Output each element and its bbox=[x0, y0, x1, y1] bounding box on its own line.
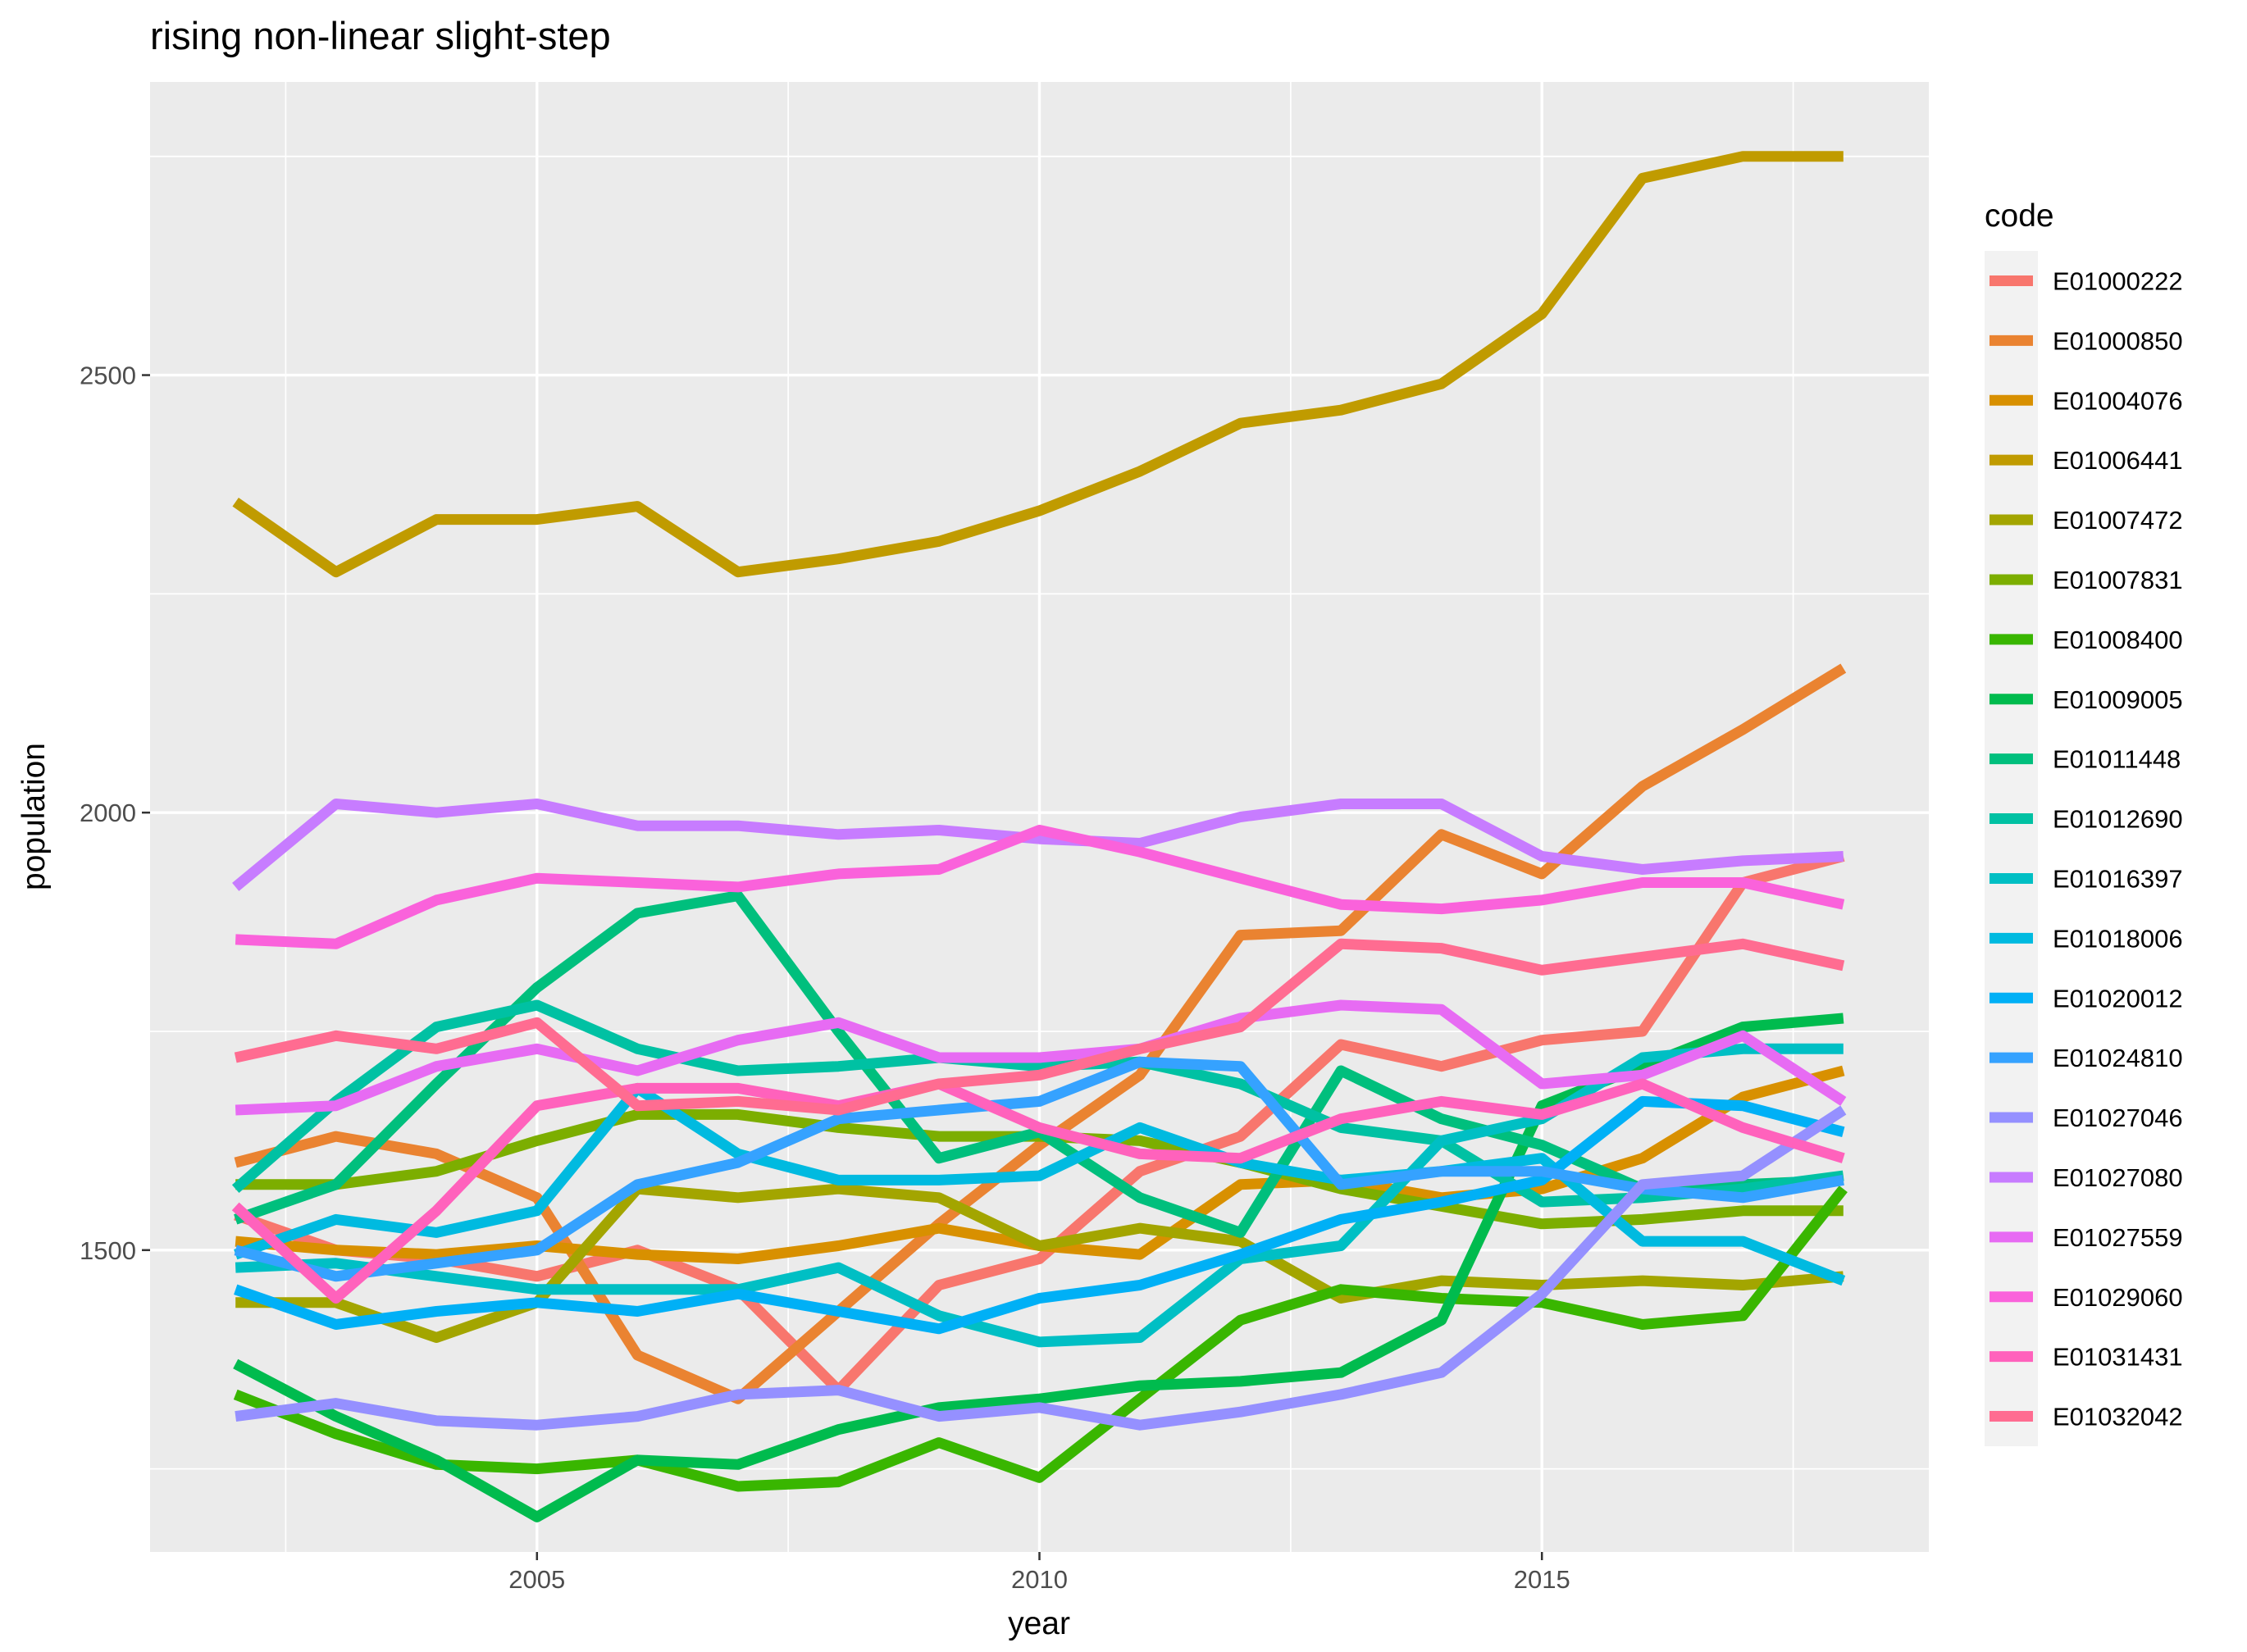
series-lines bbox=[231, 151, 1848, 1522]
chart-title: rising non-linear slight-step bbox=[150, 14, 611, 57]
series-line-E01016397 bbox=[235, 1043, 1844, 1348]
series-line-E01024810 bbox=[234, 1056, 1844, 1282]
series-line-E01032042 bbox=[234, 938, 1845, 1116]
series-line-E01018006 bbox=[234, 1082, 1846, 1286]
legend-label: E01018006 bbox=[2053, 924, 2183, 953]
series-line-E01020012 bbox=[234, 1095, 1845, 1335]
legend-label: E01009005 bbox=[2053, 685, 2183, 714]
series-line-E01031431 bbox=[231, 1078, 1845, 1304]
legend-label: E01024810 bbox=[2053, 1044, 2183, 1072]
legend-label: E01007831 bbox=[2053, 566, 2183, 594]
legend-label: E01027046 bbox=[2053, 1104, 2183, 1132]
legend-label: E01004076 bbox=[2053, 386, 2183, 415]
y-tick-label: 2000 bbox=[80, 799, 136, 827]
legend-label: E01006441 bbox=[2053, 446, 2183, 475]
y-axis-title: population bbox=[16, 743, 52, 890]
axes: 2005 2010 2015 1500 2000 2500 bbox=[80, 362, 1570, 1594]
y-tick-label: 1500 bbox=[80, 1236, 136, 1265]
series-line-E01006441 bbox=[232, 151, 1844, 578]
legend-label: E01029060 bbox=[2053, 1283, 2183, 1312]
series-line-E01000222 bbox=[234, 851, 1845, 1396]
legend-label: E01020012 bbox=[2053, 984, 2183, 1013]
series-line-E01029060 bbox=[235, 825, 1845, 949]
legend-label: E01016397 bbox=[2053, 864, 2183, 893]
legend-label: E01011448 bbox=[2053, 745, 2181, 774]
series-line-E01000850 bbox=[234, 663, 1847, 1404]
series-line-E01027046 bbox=[235, 1105, 1847, 1431]
x-axis-title: year bbox=[1008, 1606, 1070, 1641]
legend-label: E01027559 bbox=[2053, 1223, 2183, 1252]
legend-label: E01027080 bbox=[2053, 1163, 2183, 1192]
series-line-E01027559 bbox=[235, 999, 1847, 1116]
y-tick-label: 2500 bbox=[80, 362, 136, 390]
legend-label: E01031431 bbox=[2053, 1343, 2183, 1372]
legend-title: code bbox=[1985, 198, 2054, 234]
legend-label: E01000222 bbox=[2053, 266, 2183, 295]
series-line-E01027080 bbox=[232, 799, 1844, 891]
series-line-E01007472 bbox=[235, 1183, 1844, 1343]
x-tick-label: 2015 bbox=[1514, 1565, 1570, 1594]
legend-label: E01012690 bbox=[2053, 805, 2183, 834]
legend-key-background bbox=[1985, 251, 2038, 1446]
series-line-E01008400 bbox=[233, 1186, 1848, 1492]
x-tick-label: 2010 bbox=[1011, 1565, 1068, 1594]
legend-label: E01000850 bbox=[2053, 326, 2183, 355]
legend-label: E01032042 bbox=[2053, 1403, 2183, 1431]
legend-label: E01007472 bbox=[2053, 506, 2183, 535]
series-line-E01012690 bbox=[231, 999, 1844, 1208]
legend-label: E01008400 bbox=[2053, 626, 2183, 654]
legend: code E01000222 E01000850 E01004076 E0100644… bbox=[1985, 198, 2183, 1446]
x-tick-label: 2005 bbox=[508, 1565, 565, 1594]
